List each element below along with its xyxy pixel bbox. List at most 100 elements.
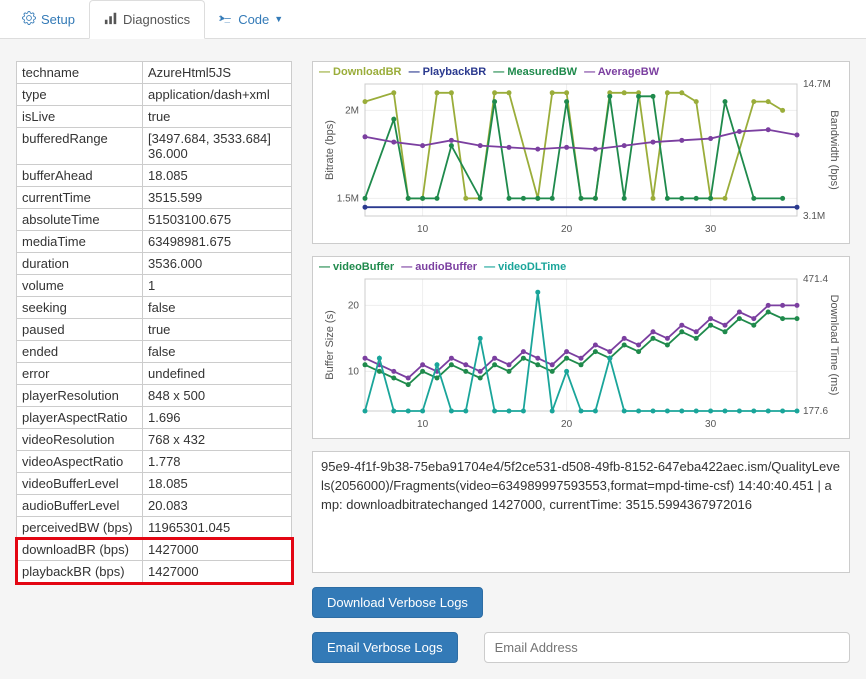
prop-key: videoResolution xyxy=(17,429,143,451)
email-logs-button[interactable]: Email Verbose Logs xyxy=(312,632,458,663)
tab-setup[interactable]: Setup xyxy=(8,0,89,38)
prop-value: 3536.000 xyxy=(143,253,292,275)
prop-value: false xyxy=(143,297,292,319)
chart-legend: — DownloadBR — PlaybackBR — MeasuredBW —… xyxy=(319,66,843,78)
svg-text:10: 10 xyxy=(417,419,429,430)
table-row: downloadBR (bps)1427000 xyxy=(17,539,292,561)
svg-text:10: 10 xyxy=(348,366,360,377)
prop-value: 768 x 432 xyxy=(143,429,292,451)
prop-key: isLive xyxy=(17,106,143,128)
prop-value: [3497.684, 3533.684] 36.000 xyxy=(143,128,292,165)
prop-key: currentTime xyxy=(17,187,143,209)
table-row: duration3536.000 xyxy=(17,253,292,275)
svg-text:>_: >_ xyxy=(219,13,231,24)
table-row: perceivedBW (bps)11965301.045 xyxy=(17,517,292,539)
prop-key: downloadBR (bps) xyxy=(17,539,143,561)
tab-label: Setup xyxy=(41,12,75,27)
svg-text:30: 30 xyxy=(705,419,717,430)
table-row: seekingfalse xyxy=(17,297,292,319)
table-row: typeapplication/dash+xml xyxy=(17,84,292,106)
svg-text:2M: 2M xyxy=(345,105,359,116)
prop-value: 18.085 xyxy=(143,165,292,187)
svg-text:177.6: 177.6 xyxy=(803,406,828,417)
prop-value: 1 xyxy=(143,275,292,297)
prop-key: ended xyxy=(17,341,143,363)
prop-key: playerAspectRatio xyxy=(17,407,143,429)
svg-text:471.4: 471.4 xyxy=(803,275,828,285)
prop-value: 1.696 xyxy=(143,407,292,429)
prop-value: AzureHtml5JS xyxy=(143,62,292,84)
prop-value: undefined xyxy=(143,363,292,385)
prop-value: 1427000 xyxy=(143,561,292,583)
tab-label: Code xyxy=(238,12,269,27)
table-row: absoluteTime51503100.675 xyxy=(17,209,292,231)
prop-key: audioBufferLevel xyxy=(17,495,143,517)
svg-text:30: 30 xyxy=(705,224,717,235)
gear-icon xyxy=(22,11,36,28)
download-logs-button[interactable]: Download Verbose Logs xyxy=(312,587,483,618)
prop-key: videoBufferLevel xyxy=(17,473,143,495)
svg-text:Buffer Size (s): Buffer Size (s) xyxy=(324,310,336,380)
tab-label: Diagnostics xyxy=(123,12,190,27)
tabs-bar: SetupDiagnostics>_Code▼ xyxy=(0,0,866,39)
bitrate-chart: — DownloadBR — PlaybackBR — MeasuredBW —… xyxy=(312,61,850,244)
prop-key: volume xyxy=(17,275,143,297)
table-row: bufferedRange[3497.684, 3533.684] 36.000 xyxy=(17,128,292,165)
svg-text:20: 20 xyxy=(561,224,573,235)
prop-key: techname xyxy=(17,62,143,84)
svg-text:1.5M: 1.5M xyxy=(337,193,359,204)
table-row: videoAspectRatio1.778 xyxy=(17,451,292,473)
svg-text:20: 20 xyxy=(348,300,360,311)
svg-text:14.7M: 14.7M xyxy=(803,80,831,90)
prop-value: 20.083 xyxy=(143,495,292,517)
table-row: playerResolution848 x 500 xyxy=(17,385,292,407)
prop-key: perceivedBW (bps) xyxy=(17,517,143,539)
prop-value: 3515.599 xyxy=(143,187,292,209)
log-output: 95e9-4f1f-9b38-75eba91704e4/5f2ce531-d50… xyxy=(312,451,850,573)
terminal-icon: >_ xyxy=(219,11,233,28)
bars-icon xyxy=(104,11,118,28)
svg-text:20: 20 xyxy=(561,419,573,430)
prop-key: seeking xyxy=(17,297,143,319)
prop-key: type xyxy=(17,84,143,106)
table-row: mediaTime63498981.675 xyxy=(17,231,292,253)
table-row: technameAzureHtml5JS xyxy=(17,62,292,84)
prop-key: paused xyxy=(17,319,143,341)
table-row: volume1 xyxy=(17,275,292,297)
table-row: errorundefined xyxy=(17,363,292,385)
table-row: audioBufferLevel20.083 xyxy=(17,495,292,517)
prop-key: bufferAhead xyxy=(17,165,143,187)
properties-table: technameAzureHtml5JStypeapplication/dash… xyxy=(16,61,292,583)
table-row: playerAspectRatio1.696 xyxy=(17,407,292,429)
prop-value: 11965301.045 xyxy=(143,517,292,539)
content-area: technameAzureHtml5JStypeapplication/dash… xyxy=(0,39,866,679)
prop-value: false xyxy=(143,341,292,363)
chart-legend: — videoBuffer — audioBuffer — videoDLTim… xyxy=(319,261,843,273)
table-row: playbackBR (bps)1427000 xyxy=(17,561,292,583)
prop-key: playbackBR (bps) xyxy=(17,561,143,583)
svg-text:Bandwidth (bps): Bandwidth (bps) xyxy=(828,110,840,190)
prop-key: playerResolution xyxy=(17,385,143,407)
buffer-chart: — videoBuffer — audioBuffer — videoDLTim… xyxy=(312,256,850,439)
table-row: bufferAhead18.085 xyxy=(17,165,292,187)
svg-text:3.1M: 3.1M xyxy=(803,211,825,222)
prop-value: 1427000 xyxy=(143,539,292,561)
email-field[interactable] xyxy=(484,632,850,663)
table-row: isLivetrue xyxy=(17,106,292,128)
prop-key: duration xyxy=(17,253,143,275)
svg-text:Bitrate (bps): Bitrate (bps) xyxy=(324,120,336,180)
prop-key: absoluteTime xyxy=(17,209,143,231)
tab-code[interactable]: >_Code▼ xyxy=(205,0,297,38)
right-panel: — DownloadBR — PlaybackBR — MeasuredBW —… xyxy=(312,61,850,663)
table-row: endedfalse xyxy=(17,341,292,363)
prop-value: true xyxy=(143,106,292,128)
prop-value: application/dash+xml xyxy=(143,84,292,106)
prop-key: bufferedRange xyxy=(17,128,143,165)
prop-value: 18.085 xyxy=(143,473,292,495)
prop-key: mediaTime xyxy=(17,231,143,253)
prop-value: 63498981.675 xyxy=(143,231,292,253)
svg-text:Download Time (ms): Download Time (ms) xyxy=(828,295,840,396)
tab-diagnostics[interactable]: Diagnostics xyxy=(89,0,205,39)
table-row: videoResolution768 x 432 xyxy=(17,429,292,451)
prop-value: 848 x 500 xyxy=(143,385,292,407)
